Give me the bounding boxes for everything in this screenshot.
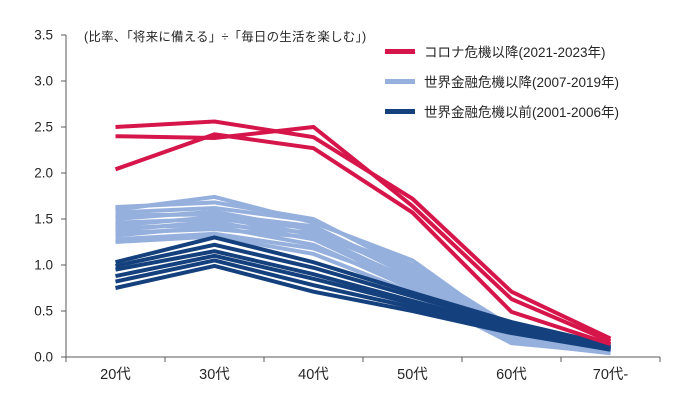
y-tick-label: 0.0 xyxy=(34,350,53,365)
data-line-0-12 xyxy=(115,234,611,355)
data-line-1-0 xyxy=(115,235,611,347)
x-tick-label: 30代 xyxy=(199,366,230,383)
data-line-1-5 xyxy=(115,263,611,352)
data-line-2-2 xyxy=(114,132,612,347)
legend-swatch-gfc-after-icon xyxy=(385,78,415,84)
y-tick-label: 3.5 xyxy=(34,28,53,43)
y-tick-label: 2.0 xyxy=(34,166,53,181)
data-line-1-1 xyxy=(115,242,611,349)
chart-legend: コロナ危機以降(2021-2023年) 世界金融危機以降(2007-2019年)… xyxy=(385,36,619,126)
legend-swatch-covid-icon xyxy=(385,48,415,54)
data-line-2-1 xyxy=(115,124,612,344)
legend-item-covid: コロナ危機以降(2021-2023年) xyxy=(385,36,619,66)
legend-swatch-gfc-before-icon xyxy=(385,108,415,114)
x-tick-label: 40代 xyxy=(298,366,329,383)
legend-item-gfc-before: 世界金融危機以前(2001-2006年) xyxy=(385,96,619,126)
y-tick-label: 1.0 xyxy=(34,258,53,273)
legend-label-gfc-before: 世界金融危機以前(2001-2006年) xyxy=(424,105,620,120)
x-tick-label: 20代 xyxy=(100,366,131,383)
y-tick-label: 1.5 xyxy=(34,212,53,227)
y-tick-label: 3.0 xyxy=(34,74,53,89)
chart-note: (比率、「将来に備える」÷「毎日の生活を楽しむ」) xyxy=(84,30,367,44)
legend-label-gfc-after: 世界金融危機以降(2007-2019年) xyxy=(424,75,620,90)
y-tick-label: 2.5 xyxy=(34,120,53,135)
y-tick-label: 0.5 xyxy=(34,304,53,319)
x-tick-label: 50代 xyxy=(397,366,428,383)
legend-item-gfc-after: 世界金融危機以降(2007-2019年) xyxy=(385,66,619,96)
x-tick-label: 70代- xyxy=(593,366,629,383)
legend-label-covid: コロナ危機以降(2021-2023年) xyxy=(424,45,606,60)
x-tick-label: 60代 xyxy=(496,366,527,383)
